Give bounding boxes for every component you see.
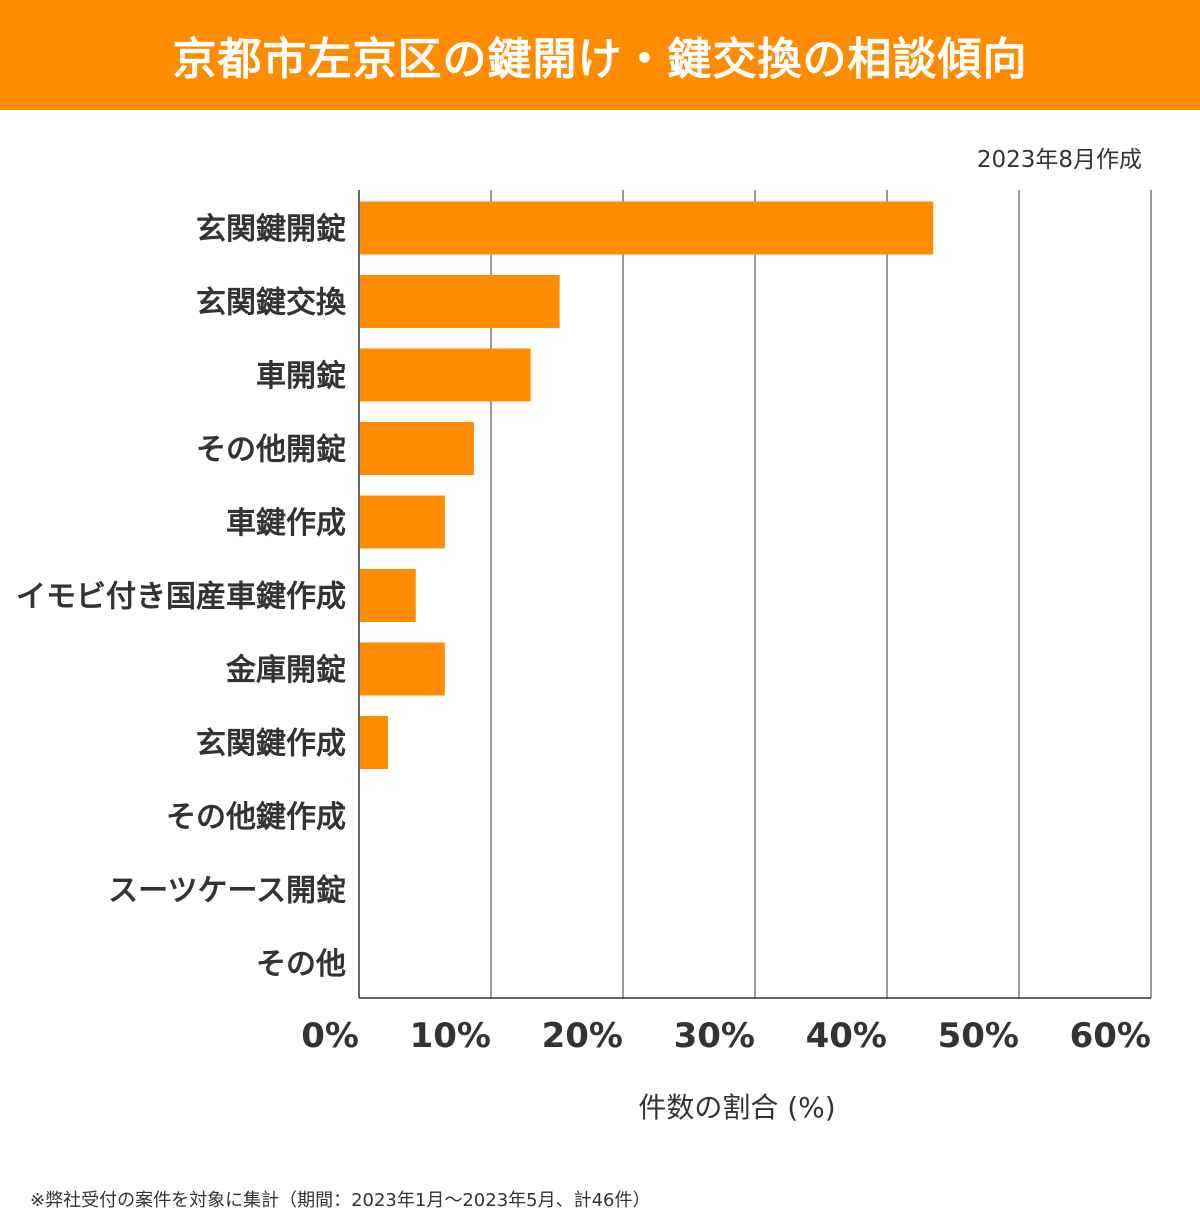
x-tick-label: 50% (938, 1016, 1019, 1056)
bar (360, 275, 560, 328)
category-label: イモビ付き国産車鍵作成 (16, 580, 346, 615)
footnote: ※弊社受付の案件を対象に集計（期間：2023年1月～2023年5月、計46件） (30, 1190, 651, 1211)
x-axis-title: 件数の割合 (%) (638, 1091, 835, 1124)
category-label: 玄関鍵開錠 (196, 212, 346, 247)
bar (360, 201, 934, 255)
category-label: その他 (256, 947, 346, 982)
x-tick-label: 10% (410, 1016, 491, 1056)
x-tick-label: 0% (301, 1016, 359, 1056)
category-label: 玄関鍵作成 (196, 727, 346, 762)
bar (360, 495, 445, 549)
category-label: 車開錠 (256, 359, 346, 394)
x-tick-label: 30% (674, 1016, 755, 1056)
bar (360, 716, 389, 769)
category-label: 金庫開錠 (225, 653, 346, 688)
category-label: その他開錠 (196, 433, 346, 468)
x-tick-label: 20% (542, 1016, 623, 1056)
category-label: 車鍵作成 (226, 506, 346, 541)
category-label: スーツケース開錠 (108, 874, 346, 909)
header-banner: 京都市左京区の鍵開け・鍵交換の相談傾向 (0, 0, 1200, 110)
category-label: 玄関鍵交換 (196, 286, 347, 321)
bar-chart: 玄関鍵開錠玄関鍵交換車開錠その他開錠車鍵作成イモビ付き国産車鍵作成金庫開錠玄関鍵… (16, 190, 1152, 1124)
date-note: 2023年8月作成 (976, 147, 1142, 173)
bar (360, 642, 445, 696)
bar (360, 422, 474, 475)
x-tick-label: 60% (1070, 1016, 1151, 1056)
bar (360, 348, 531, 402)
bar (360, 569, 416, 622)
chart-title: 京都市左京区の鍵開け・鍵交換の相談傾向 (172, 34, 1028, 85)
category-label: その他鍵作成 (166, 800, 346, 835)
x-tick-label: 40% (806, 1016, 887, 1056)
